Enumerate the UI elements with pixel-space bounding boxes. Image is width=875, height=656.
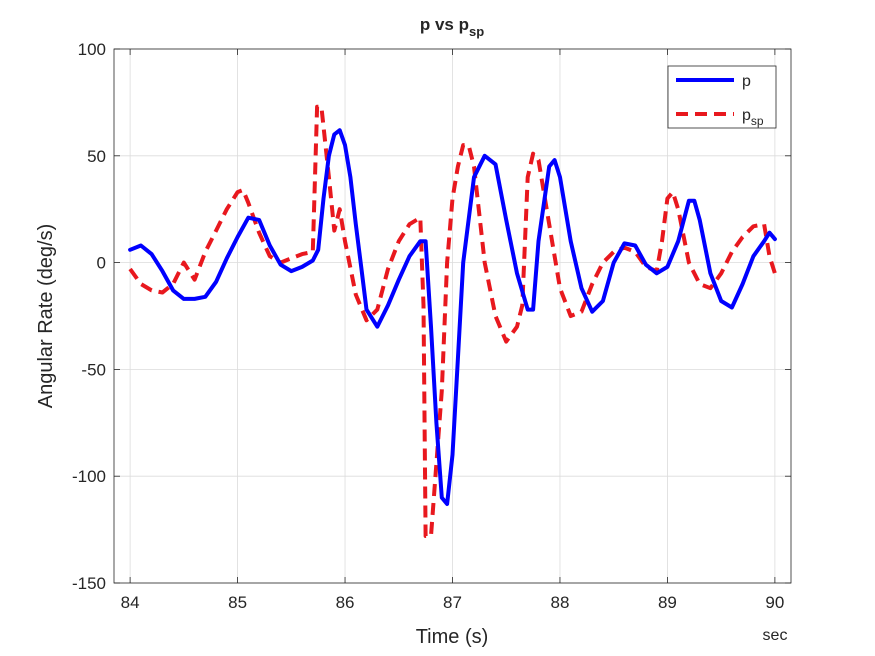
y-tick-label: -100: [72, 467, 106, 486]
y-tick-label: 100: [78, 40, 106, 59]
x-tick-label: 87: [443, 593, 462, 612]
legend-label-p: p: [742, 73, 751, 90]
legend: p psp: [667, 65, 777, 129]
x-tick-label: 88: [550, 593, 569, 612]
x-axis-label: Time (s): [416, 626, 489, 648]
x-tick-label: 85: [228, 593, 247, 612]
x-tick-label: 86: [336, 593, 355, 612]
x-tick-label: 84: [121, 593, 140, 612]
y-tick-label: -50: [81, 360, 106, 379]
chart-title-subscript: sp: [469, 24, 484, 39]
y-axis-label: Angular Rate (deg/s): [35, 224, 57, 409]
legend-label-psp: psp: [742, 107, 764, 128]
legend-box: [667, 65, 777, 129]
y-tick-label: 50: [87, 147, 106, 166]
y-tick-label: 0: [97, 254, 106, 273]
axis-ticks: 84 85 86 87 88 89 90 -150 -100 -50 0 50 100: [72, 40, 791, 612]
chart-title: p vs psp: [420, 15, 484, 39]
series-line-p: [128, 128, 777, 506]
x-tick-label: 90: [765, 593, 784, 612]
x-tick-label: 89: [658, 593, 677, 612]
legend-label-psp-subscript: sp: [751, 114, 764, 128]
x-axis-unit-label: sec: [763, 627, 788, 644]
series-lines: [128, 104, 777, 538]
y-tick-label: -150: [72, 574, 106, 593]
